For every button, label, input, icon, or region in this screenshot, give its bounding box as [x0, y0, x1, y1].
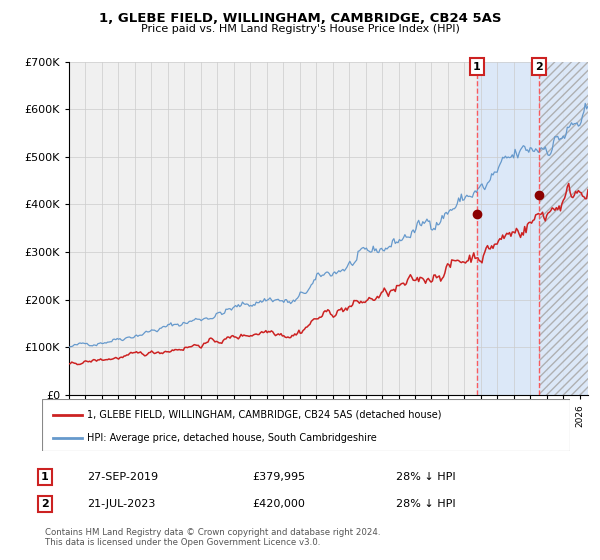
Text: 1, GLEBE FIELD, WILLINGHAM, CAMBRIDGE, CB24 5AS (detached house): 1, GLEBE FIELD, WILLINGHAM, CAMBRIDGE, C… [87, 410, 442, 420]
Text: 27-SEP-2019: 27-SEP-2019 [87, 472, 158, 482]
Text: HPI: Average price, detached house, South Cambridgeshire: HPI: Average price, detached house, Sout… [87, 433, 377, 443]
Text: Contains HM Land Registry data © Crown copyright and database right 2024.
This d: Contains HM Land Registry data © Crown c… [45, 528, 380, 547]
Text: 2: 2 [536, 62, 543, 72]
Text: 2: 2 [41, 499, 49, 509]
Text: 28% ↓ HPI: 28% ↓ HPI [396, 499, 455, 509]
Text: Price paid vs. HM Land Registry's House Price Index (HPI): Price paid vs. HM Land Registry's House … [140, 24, 460, 34]
Text: £379,995: £379,995 [252, 472, 305, 482]
Text: 1, GLEBE FIELD, WILLINGHAM, CAMBRIDGE, CB24 5AS: 1, GLEBE FIELD, WILLINGHAM, CAMBRIDGE, C… [99, 12, 501, 25]
Text: 1: 1 [41, 472, 49, 482]
Text: £420,000: £420,000 [252, 499, 305, 509]
Text: 1: 1 [473, 62, 481, 72]
Text: 28% ↓ HPI: 28% ↓ HPI [396, 472, 455, 482]
Bar [477, 62, 588, 395]
Polygon shape [539, 62, 588, 395]
Text: 21-JUL-2023: 21-JUL-2023 [87, 499, 155, 509]
